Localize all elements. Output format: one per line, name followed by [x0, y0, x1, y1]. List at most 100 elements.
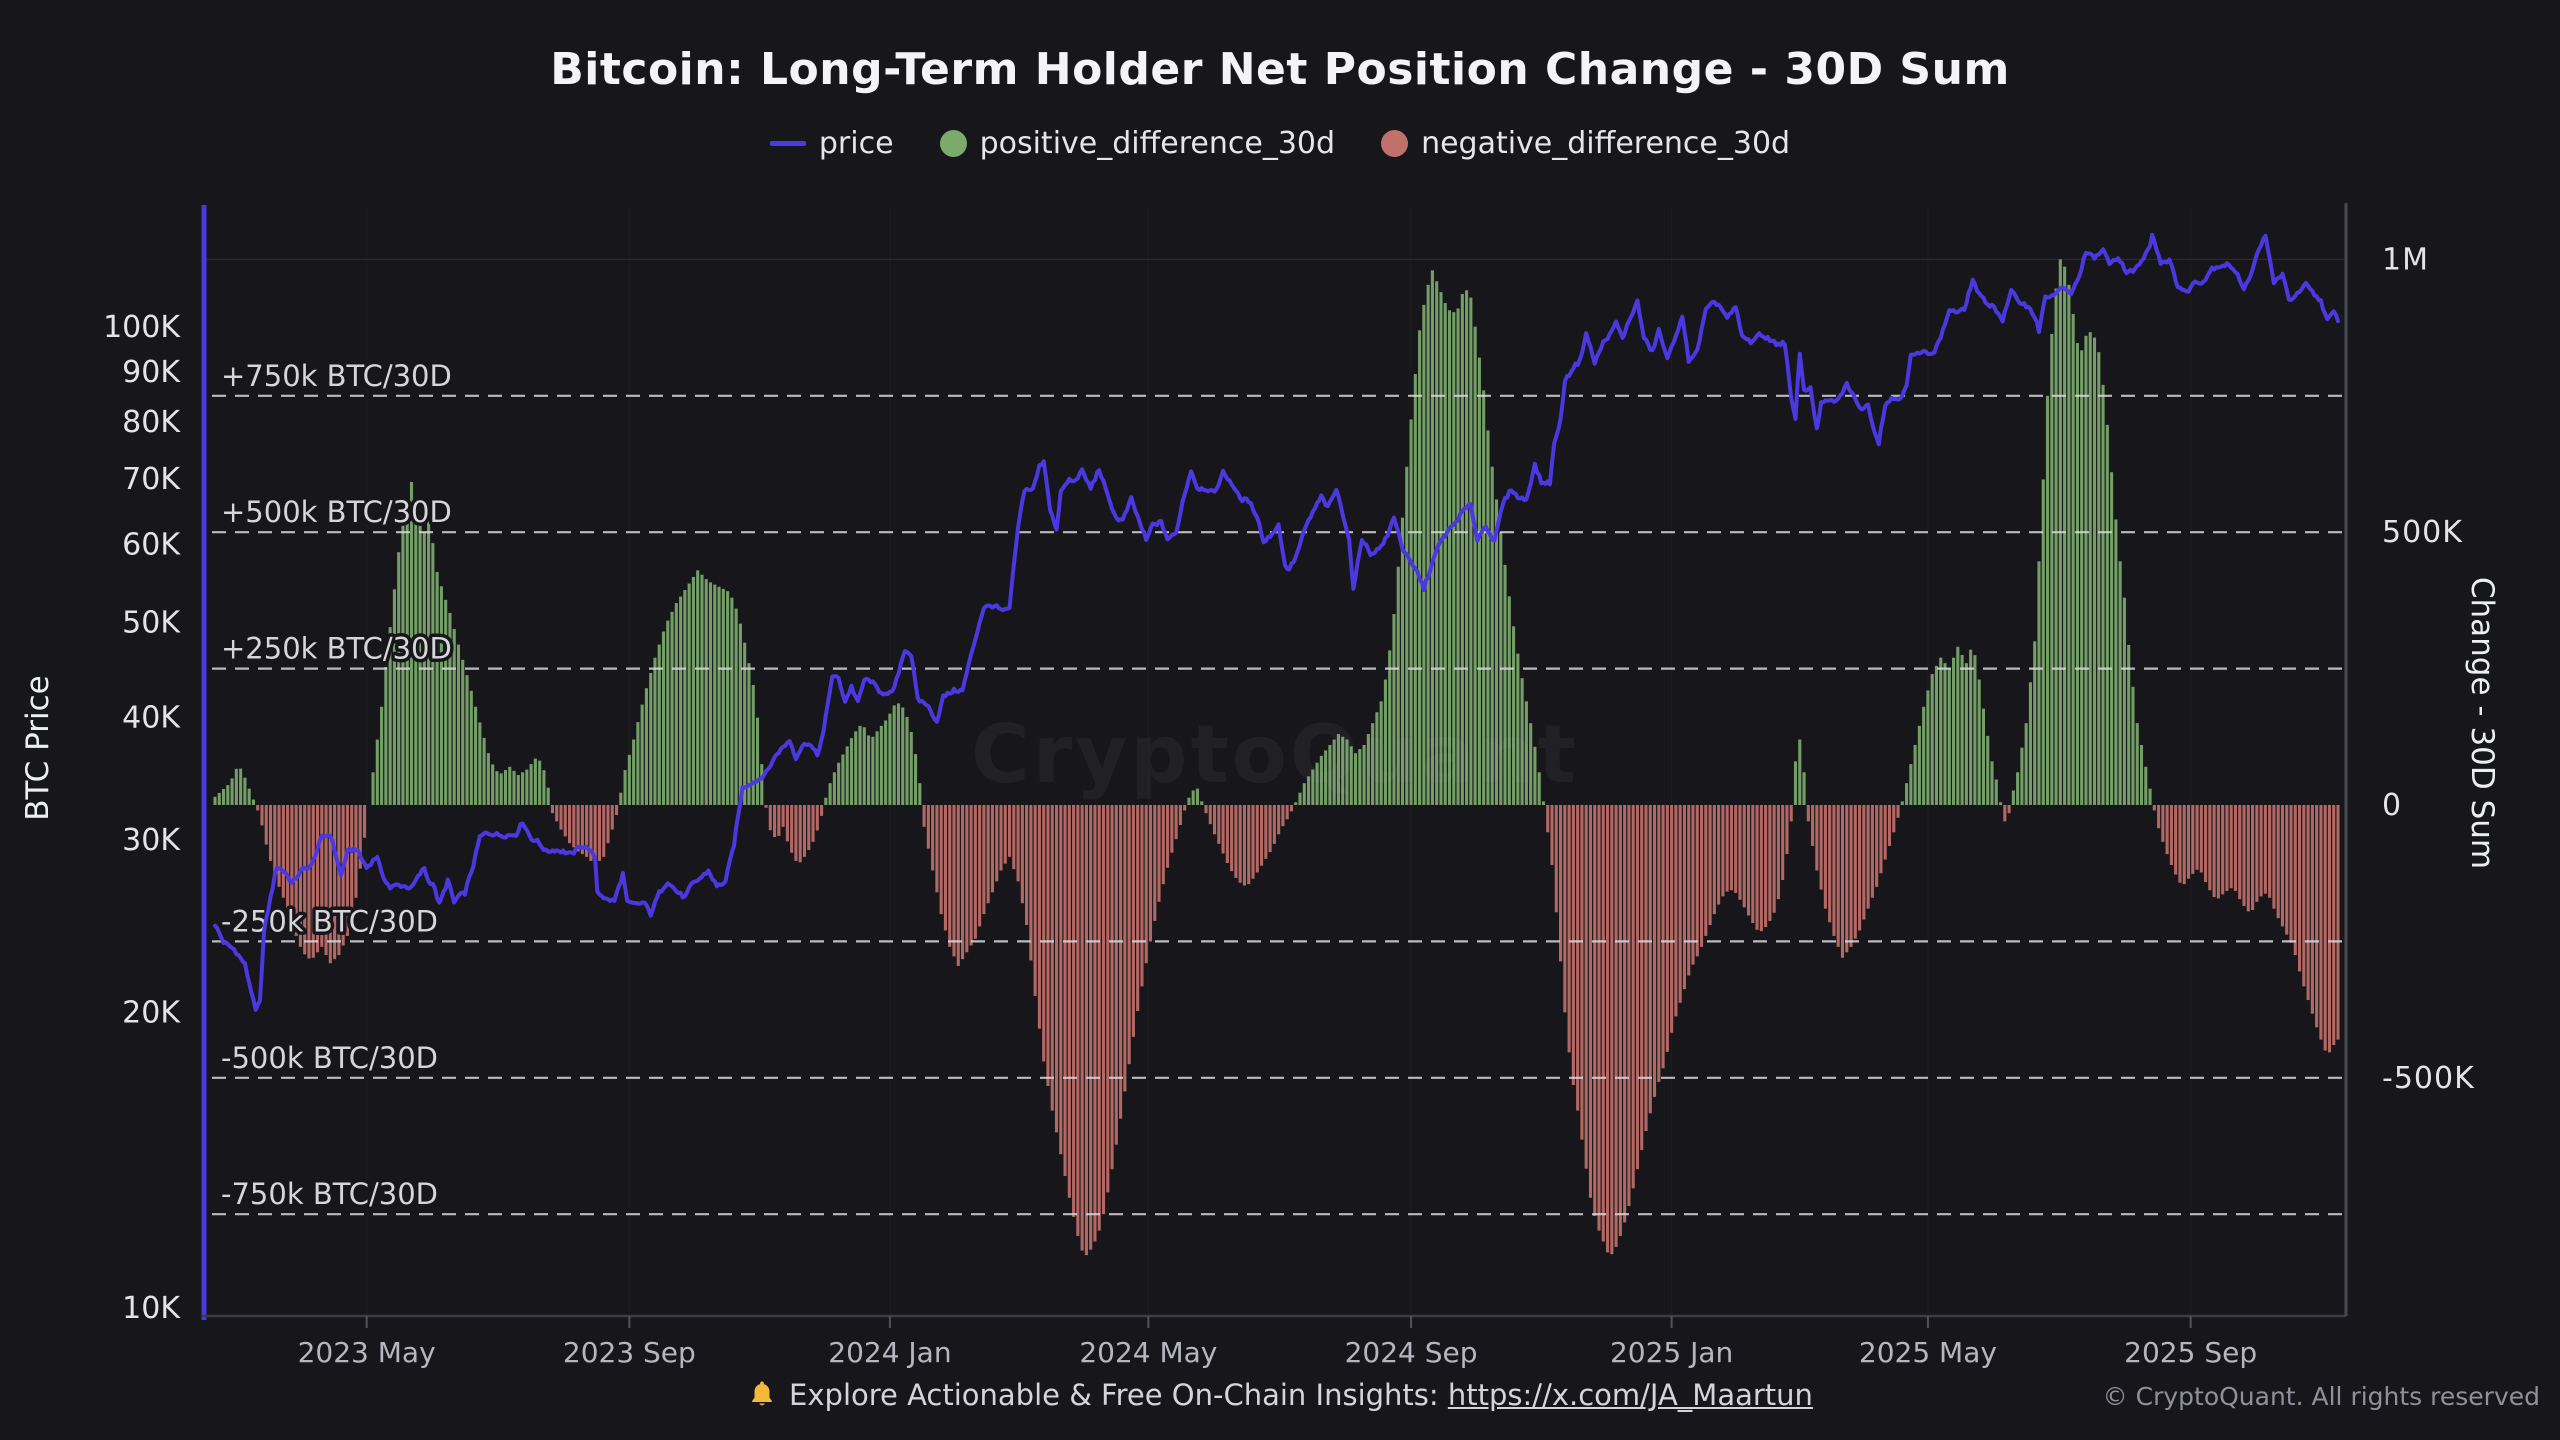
positive-difference-bar — [239, 768, 243, 805]
positive-difference-bar — [1934, 665, 1939, 805]
positive-difference-bar — [1375, 712, 1379, 805]
negative-difference-bar — [781, 805, 785, 827]
negative-dot-swatch — [1381, 130, 1409, 157]
positive-difference-bar — [461, 659, 465, 805]
negative-difference-bar — [990, 805, 994, 893]
negative-difference-bar — [1593, 805, 1597, 1217]
negative-difference-bar — [303, 805, 307, 955]
right-axis-title: Change - 30D Sum — [2464, 576, 2500, 870]
right-axis-tick-label: 1M — [2382, 242, 2429, 277]
negative-difference-bar — [1230, 805, 1234, 872]
negative-difference-bar — [1606, 805, 1610, 1253]
positive-difference-bar — [2028, 682, 2032, 805]
right-axis-tick-label: -500K — [2382, 1061, 2475, 1096]
watermark: CryptoQuant — [971, 708, 1579, 801]
negative-difference-bar — [1110, 805, 1114, 1170]
negative-difference-bar — [1260, 805, 1264, 866]
positive-difference-bar — [1900, 801, 1904, 805]
positive-difference-bar — [1366, 734, 1370, 805]
negative-difference-bar — [1772, 805, 1776, 913]
positive-difference-bar — [401, 515, 405, 805]
footer-promo: Explore Actionable & Free On-Chain Insig… — [0, 1378, 2560, 1412]
negative-difference-bar — [550, 805, 555, 814]
positive-difference-bar — [721, 588, 725, 805]
positive-difference-bar — [2127, 644, 2131, 805]
positive-difference-bar — [879, 725, 883, 805]
positive-difference-bar — [1969, 649, 1973, 805]
positive-difference-bar — [1507, 596, 1511, 805]
negative-difference-bar — [290, 805, 294, 924]
negative-difference-bar — [1892, 805, 1896, 833]
footer-link[interactable]: https://x.com/JA_Maartun — [1447, 1378, 1813, 1412]
negative-difference-bar — [606, 805, 610, 844]
negative-difference-bar — [2007, 805, 2011, 814]
negative-difference-bar — [1580, 805, 1584, 1140]
positive-difference-bar — [1413, 373, 1417, 805]
positive-difference-bar — [516, 774, 520, 805]
negative-difference-bar — [1563, 805, 1567, 1013]
positive-difference-bar — [2092, 337, 2097, 805]
positive-difference-bar — [1537, 772, 1541, 805]
positive-difference-bar — [1512, 626, 1516, 805]
negative-difference-bar — [2280, 805, 2285, 927]
negative-difference-bar — [320, 805, 324, 947]
negative-difference-bar — [1832, 805, 1836, 936]
positive-difference-bar — [1998, 802, 2003, 805]
positive-difference-bar — [482, 737, 486, 805]
negative-difference-bar — [2268, 805, 2272, 898]
positive-difference-bar — [1909, 764, 1913, 805]
left-axis-tick-label: 50K — [122, 605, 181, 640]
guide-line-label: -250k BTC/30D — [221, 904, 438, 938]
positive-difference-bar — [397, 552, 401, 805]
negative-difference-bar — [768, 805, 772, 831]
page-title: Bitcoin: Long-Term Holder Net Position C… — [550, 44, 2010, 95]
positive-difference-bar — [1465, 290, 1469, 805]
negative-difference-bar — [1277, 805, 1281, 835]
positive-difference-bar — [644, 688, 648, 805]
positive-difference-bar — [1430, 270, 1434, 805]
negative-difference-bar — [1161, 805, 1165, 885]
negative-difference-bar — [764, 805, 768, 808]
negative-difference-bar — [1183, 805, 1187, 811]
negative-difference-bar — [1721, 805, 1725, 897]
negative-difference-bar — [1734, 805, 1738, 893]
positive-difference-bar — [1956, 646, 1960, 805]
negative-difference-bar — [1691, 805, 1695, 965]
negative-difference-bar — [1255, 805, 1259, 873]
negative-difference-bar — [268, 805, 273, 861]
positive-difference-bar — [409, 482, 414, 805]
positive-difference-bar — [234, 768, 238, 805]
negative-difference-bar — [777, 805, 781, 836]
negative-difference-bar — [315, 805, 320, 953]
positive-difference-bar — [909, 732, 913, 805]
negative-difference-bar — [1746, 805, 1751, 916]
negative-difference-bar — [1012, 805, 1016, 870]
positive-dot-swatch — [939, 130, 967, 157]
positive-difference-bar — [653, 657, 657, 805]
x-axis-tick-label: 2025 May — [1859, 1336, 1997, 1369]
positive-difference-bar — [538, 760, 542, 805]
positive-difference-bar — [230, 778, 234, 805]
negative-difference-bar — [965, 805, 969, 953]
negative-difference-bar — [1550, 805, 1554, 866]
positive-difference-bar — [1409, 419, 1413, 805]
positive-difference-bar — [486, 753, 490, 805]
positive-difference-bar — [452, 628, 456, 805]
left-axis-tick-label: 20K — [122, 996, 181, 1031]
negative-difference-bar — [1610, 805, 1614, 1255]
negative-difference-bar — [1170, 805, 1174, 853]
negative-difference-bar — [995, 805, 999, 882]
negative-difference-bar — [1823, 805, 1827, 909]
negative-difference-bar — [922, 805, 926, 827]
negative-difference-bar — [1670, 805, 1674, 1033]
positive-difference-bar — [243, 777, 247, 805]
positive-difference-bar — [1452, 312, 1456, 805]
right-axis-tick-label: 500K — [2382, 515, 2463, 550]
positive-difference-bar — [465, 675, 469, 805]
negative-difference-bar — [1546, 805, 1550, 833]
positive-difference-bar — [1973, 655, 1977, 805]
positive-difference-bar — [1426, 284, 1430, 805]
negative-difference-bar — [1678, 805, 1682, 1003]
x-axis-tick-label: 2023 Sep — [563, 1336, 696, 1369]
